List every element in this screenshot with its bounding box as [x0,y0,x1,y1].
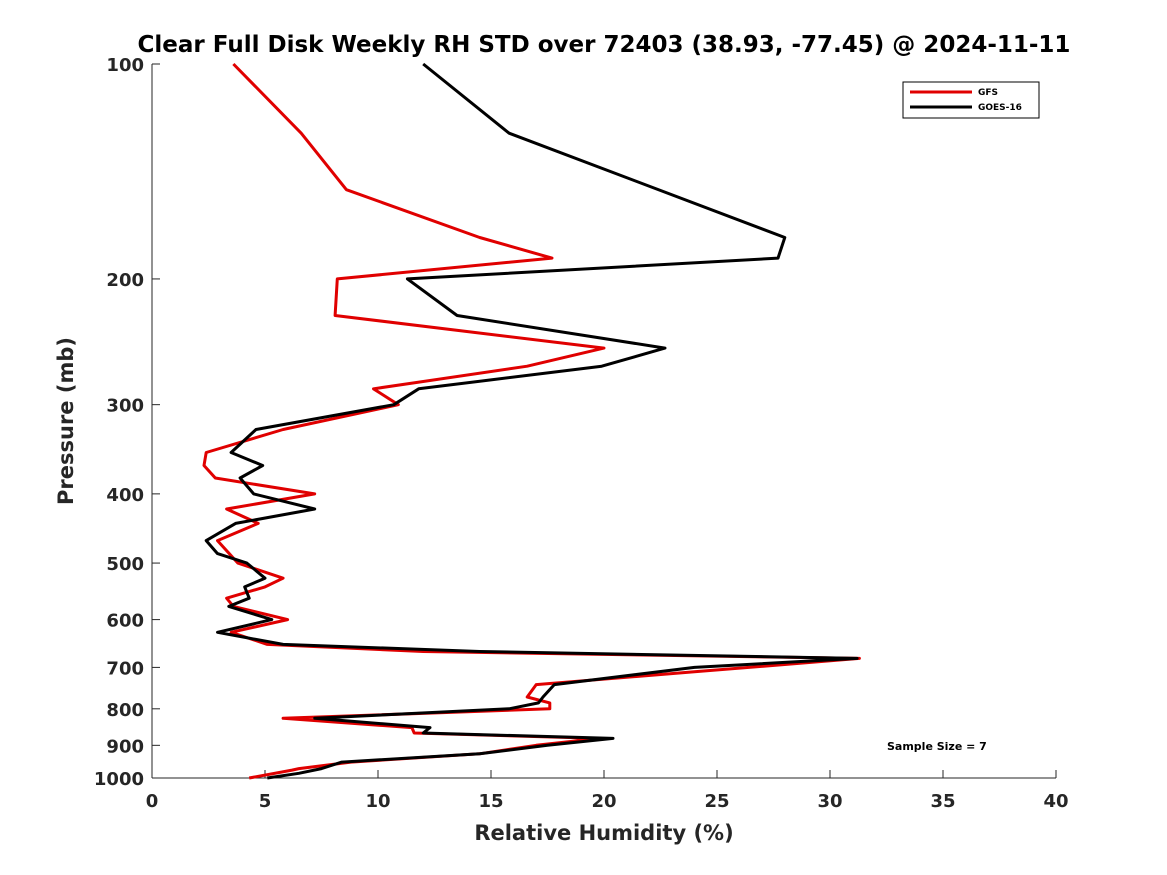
x-tick-label: 35 [930,791,955,812]
x-ticks: 0 5 10 15 20 25 30 35 40 [146,770,1069,812]
y-tick-label: 400 [106,485,144,506]
legend-box [902,81,1040,119]
x-tick-label: 40 [1043,791,1068,812]
y-ticks: 100 200 300 400 500 600 700 800 900 1000 [94,55,160,790]
plot-area [151,64,1056,779]
x-tick-label: 30 [817,791,842,812]
y-tick-label: 600 [106,611,144,632]
y-tick-label: 100 [106,55,144,76]
x-axis-label: Relative Humidity (%) [474,821,733,845]
x-tick-label: 20 [591,791,616,812]
legend-label-gfs: GFS [978,88,998,98]
y-tick-label: 300 [106,396,144,417]
series-line-goes16 [204,62,859,780]
y-tick-label: 800 [106,700,144,721]
x-tick-label: 25 [704,791,729,812]
x-tick-label: 0 [146,791,159,812]
chart-title: Clear Full Disk Weekly RH STD over 72403… [138,32,1071,58]
x-tick-label: 10 [365,791,390,812]
y-tick-label: 500 [106,554,144,575]
y-tick-label: 900 [106,736,144,757]
y-axis-label: Pressure (mb) [54,337,78,505]
x-tick-label: 5 [259,791,272,812]
y-tick-label: 700 [106,658,144,679]
legend: GFS GOES-16 [902,81,1040,119]
legend-label-goes16: GOES-16 [978,103,1022,113]
x-tick-label: 15 [478,791,503,812]
y-tick-label: 1000 [94,769,144,790]
series-group [202,62,861,780]
sample-size-annotation: Sample Size = 7 [887,740,987,753]
y-tick-label: 200 [106,270,144,291]
